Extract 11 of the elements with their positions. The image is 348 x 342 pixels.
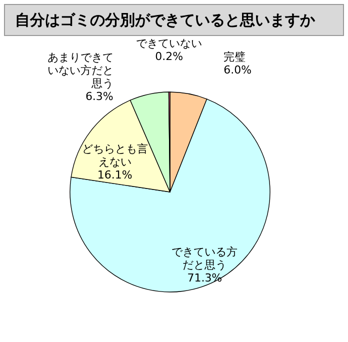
slice-label: できていない — [136, 37, 202, 50]
data-label: 6.3% — [85, 90, 114, 104]
slice-label: どちらとも言えない — [82, 142, 148, 169]
slice-label: あまりできていない方だと思う — [47, 51, 114, 90]
chart-title: 自分はゴミの分別ができていると思いますか — [4, 4, 344, 36]
data-label: 71.3% — [187, 271, 222, 284]
data-label: 0.2% — [155, 50, 184, 64]
slice-label: 完璧 — [224, 50, 246, 64]
data-label: 16.1% — [97, 168, 132, 182]
slice-label: できている方だと思う — [172, 245, 238, 272]
data-label: 6.0% — [224, 64, 252, 77]
